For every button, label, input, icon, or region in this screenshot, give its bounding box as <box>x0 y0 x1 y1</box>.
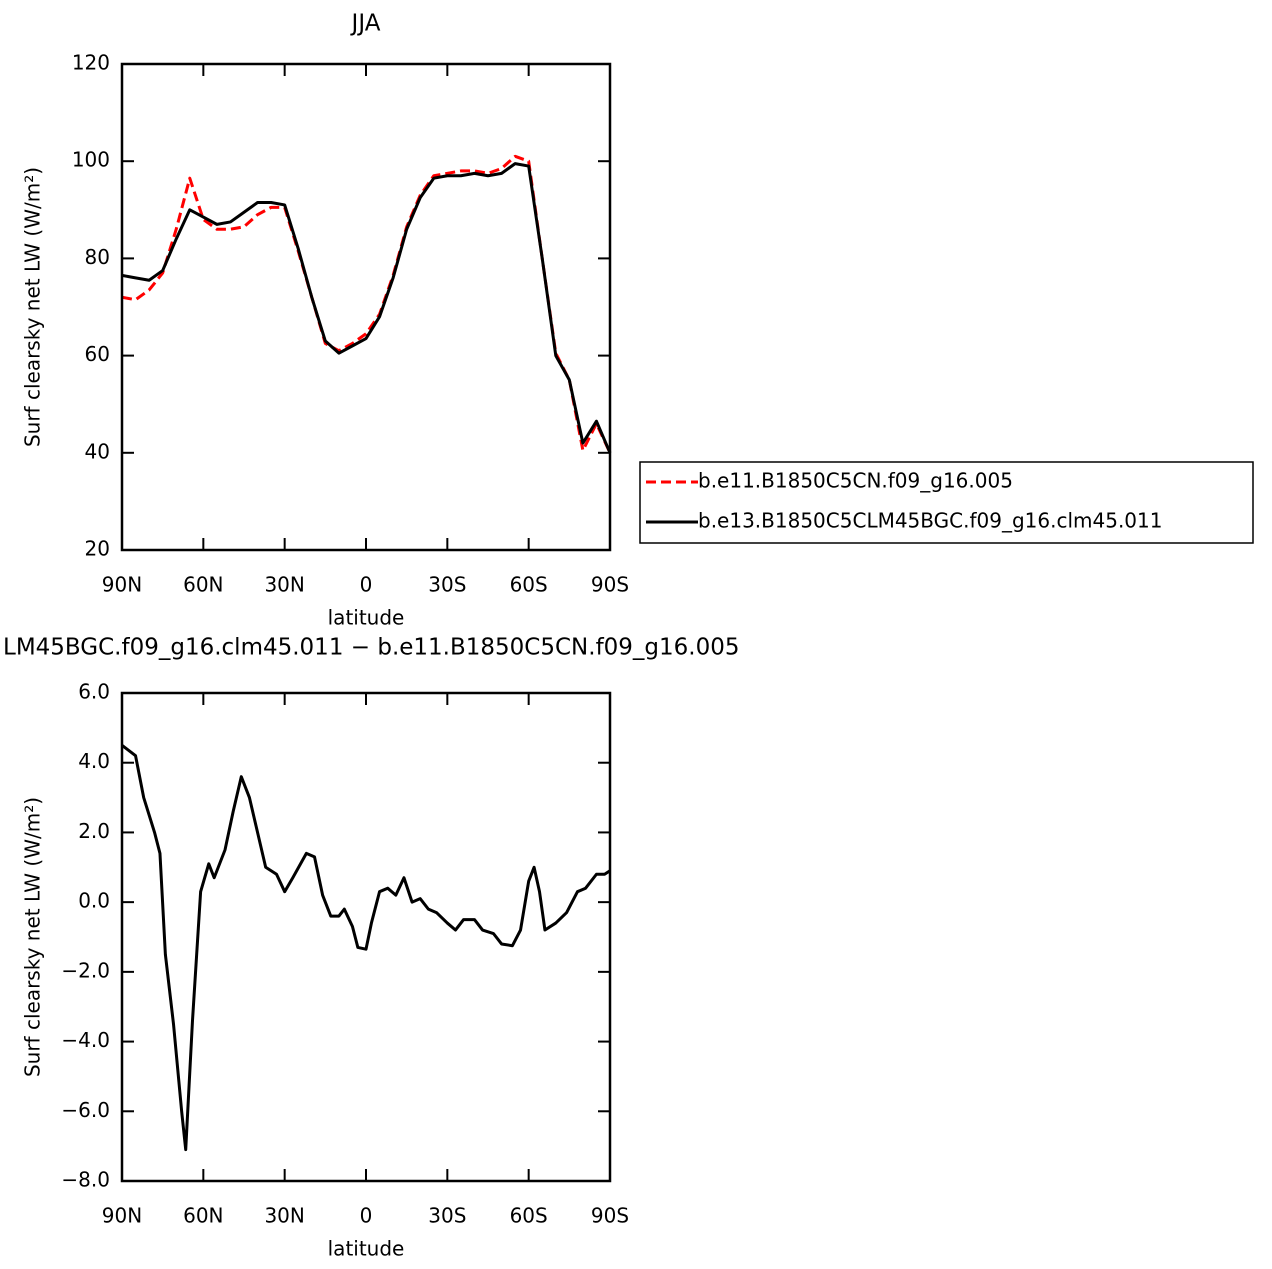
x-tick-label: 30S <box>428 1204 466 1228</box>
data-line <box>121 162 612 454</box>
plot-frame <box>120 62 612 552</box>
y-tick-label: 60 <box>85 342 110 366</box>
x-tick-label: 60N <box>183 1204 223 1228</box>
y-tick-label: 2.0 <box>78 819 110 843</box>
x-tick-label: 0 <box>360 573 373 597</box>
y-tick-label: −8.0 <box>61 1168 110 1192</box>
chart-title: LM45BGC.f09_g16.clm45.011 − b.e11.B1850C… <box>3 635 740 661</box>
x-tick-label: 90S <box>591 1204 629 1228</box>
y-axis-label: Surf clearsky net LW (W/m²) <box>21 797 45 1077</box>
y-tick-label: −4.0 <box>61 1028 110 1052</box>
x-tick-label: 60S <box>510 1204 548 1228</box>
y-tick-label: 120 <box>72 51 110 75</box>
y-tick-label: 0.0 <box>78 889 110 913</box>
x-axis-label: latitude <box>328 606 405 630</box>
legend-label: b.e13.B1850C5CLM45BGC.f09_g16.clm45.011 <box>698 509 1162 533</box>
x-axis-label: latitude <box>328 1237 405 1261</box>
data-line <box>121 744 611 1152</box>
y-tick-label: −6.0 <box>61 1098 110 1122</box>
x-tick-label: 90N <box>102 1204 142 1228</box>
y-tick-label: 100 <box>72 148 110 172</box>
plot-frame <box>120 691 612 1183</box>
y-tick-label: 40 <box>85 439 110 463</box>
y-axis-label: Surf clearsky net LW (W/m²) <box>21 167 45 447</box>
x-tick-label: 60S <box>510 573 548 597</box>
y-tick-label: −2.0 <box>61 958 110 982</box>
x-tick-label: 30N <box>264 1204 304 1228</box>
x-tick-label: 30N <box>264 573 304 597</box>
x-tick-label: 60N <box>183 573 223 597</box>
y-tick-label: 20 <box>85 537 110 561</box>
x-tick-label: 0 <box>360 1204 373 1228</box>
legend-label: b.e11.B1850C5CN.f09_g16.005 <box>698 469 1013 493</box>
chart-title: JJA <box>350 11 381 37</box>
y-tick-label: 6.0 <box>78 680 110 704</box>
y-tick-label: 4.0 <box>78 749 110 773</box>
x-tick-label: 30S <box>428 573 466 597</box>
legend-box <box>639 461 1254 544</box>
data-line <box>121 154 612 454</box>
y-tick-label: 80 <box>85 245 110 269</box>
x-tick-label: 90N <box>102 573 142 597</box>
x-tick-label: 90S <box>591 573 629 597</box>
